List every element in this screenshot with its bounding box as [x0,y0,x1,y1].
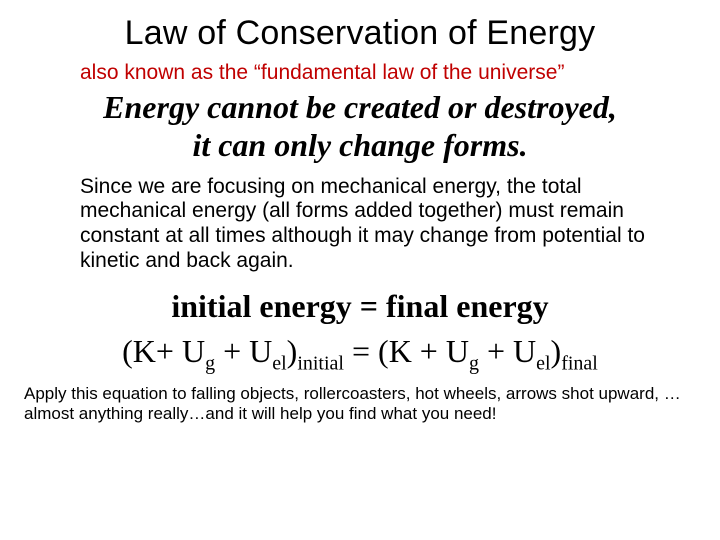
main-statement: Energy cannot be created or destroyed, i… [22,89,698,165]
eq-part: (K+ U [122,333,205,369]
eq-sub-g2: g [469,352,479,374]
footer-note: Apply this equation to falling objects, … [24,384,696,424]
eq-part: ) [551,333,562,369]
slide-container: Law of Conservation of Energy also known… [0,0,720,540]
eq-sub-g1: g [205,352,215,374]
explanatory-paragraph: Since we are focusing on mechanical ener… [80,175,690,274]
eq-sub-el2: el [536,352,550,374]
equation-words: initial energy = final energy [22,288,698,325]
eq-part: + U [215,333,272,369]
eq-sub-el1: el [272,352,286,374]
eq-sub-initial: initial [297,352,344,374]
eq-part: = (K + U [344,333,469,369]
slide-title: Law of Conservation of Energy [22,14,698,53]
equation-symbols: (K+ Ug + Uel)initial = (K + Ug + Uel)fin… [22,333,698,370]
eq-part: ) [287,333,298,369]
main-statement-line1: Energy cannot be created or destroyed, [103,89,617,125]
eq-part: + U [479,333,536,369]
eq-sub-final: final [561,352,598,374]
main-statement-line2: it can only change forms. [192,127,527,163]
slide-subtitle: also known as the “fundamental law of th… [80,61,698,85]
